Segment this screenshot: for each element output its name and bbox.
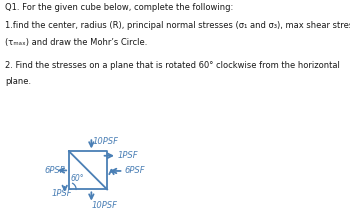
- Text: 60°: 60°: [71, 175, 84, 184]
- Text: 6PSF: 6PSF: [125, 166, 145, 176]
- Text: 10PSF: 10PSF: [93, 137, 119, 146]
- Text: 2. Find the stresses on a plane that is rotated 60° clockwise from the horizonta: 2. Find the stresses on a plane that is …: [5, 61, 340, 70]
- Text: 10PSF: 10PSF: [92, 201, 118, 209]
- Text: 1PSF: 1PSF: [118, 151, 138, 160]
- Text: 1.find the center, radius (R), principal normal stresses (σ₁ and σ₃), max shear : 1.find the center, radius (R), principal…: [5, 21, 350, 30]
- Text: 6PSF: 6PSF: [44, 166, 65, 175]
- Text: (τₘₐₓ) and draw the Mohr’s Circle.: (τₘₐₓ) and draw the Mohr’s Circle.: [5, 38, 148, 47]
- Text: 1PSF: 1PSF: [52, 189, 72, 198]
- Text: Q1. For the given cube below, complete the following:: Q1. For the given cube below, complete t…: [5, 3, 233, 12]
- Text: plane.: plane.: [5, 77, 32, 86]
